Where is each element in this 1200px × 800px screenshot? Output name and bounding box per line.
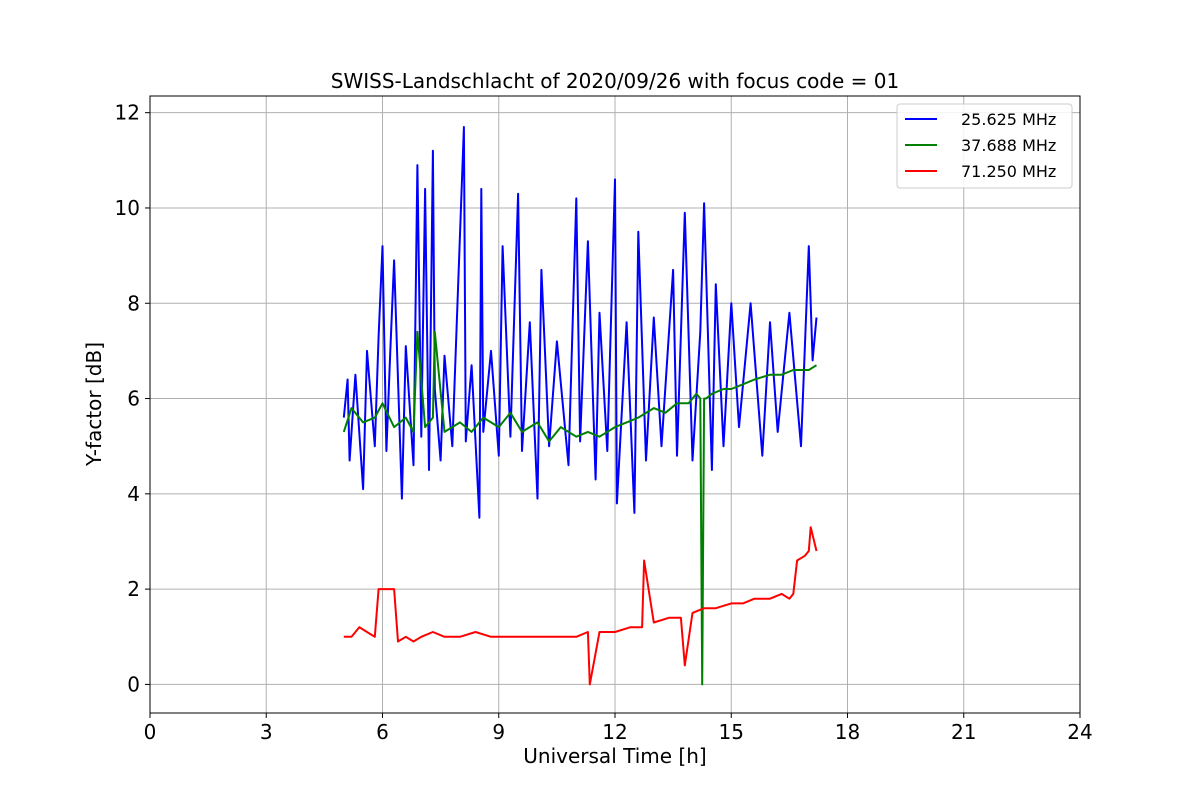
legend-label: 37.688 MHz [961,136,1056,155]
x-tick-label: 21 [951,720,976,744]
x-axis-label: Universal Time [h] [523,744,706,768]
legend-label: 71.250 MHz [961,162,1056,181]
x-tick-label: 3 [260,720,273,744]
x-tick-label: 9 [492,720,505,744]
y-tick-label: 12 [115,101,140,125]
series-line-3 [343,526,818,686]
legend-box [896,103,1073,189]
y-tick-label: 10 [115,196,140,220]
chart-title: SWISS-Landschlacht of 2020/09/26 with fo… [331,69,899,93]
y-tick-label: 4 [127,482,140,506]
y-tick-label: 2 [127,577,140,601]
legend: 25.625 MHz 37.688 MHz 71.250 MHz [896,103,1073,189]
x-tick-label: 15 [719,720,744,744]
x-tick-label: 6 [376,720,389,744]
x-tick-label: 12 [602,720,627,744]
y-tick-label: 6 [127,387,140,411]
y-axis-label: Y-factor [dB] [82,342,106,467]
series-line-1 [342,126,818,519]
y-tick-label: 8 [127,291,140,315]
x-tick-label: 0 [144,720,157,744]
y-tick-label: 0 [127,672,140,696]
series-line-2 [342,330,818,686]
plot-area [342,126,818,686]
x-tick-label: 18 [835,720,860,744]
legend-label: 25.625 MHz [961,110,1056,129]
x-tick-label: 24 [1067,720,1092,744]
